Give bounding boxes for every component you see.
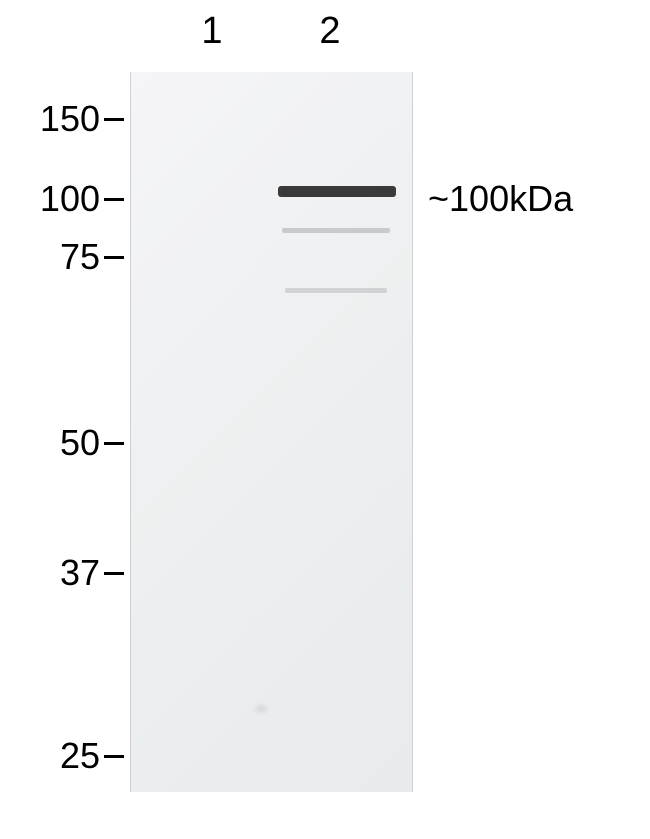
mw-tick-37	[104, 572, 124, 575]
faint-band-1	[282, 228, 390, 233]
lane-label-1: 1	[198, 10, 226, 53]
protein-band-lane2	[278, 186, 396, 197]
mw-tick-50	[104, 442, 124, 445]
western-blot-figure: 1 2 150 100 75 50 37 25 ~100kDa	[0, 0, 650, 839]
mw-tick-150	[104, 118, 124, 121]
blot-membrane	[130, 72, 413, 792]
mw-tick-75	[104, 256, 124, 259]
mw-label-100: 100	[30, 178, 100, 220]
mw-label-37: 37	[50, 552, 100, 594]
membrane-artifact	[252, 702, 270, 716]
mw-label-150: 150	[30, 98, 100, 140]
faint-band-2	[285, 288, 387, 293]
band-size-annotation: ~100kDa	[428, 178, 573, 220]
mw-label-50: 50	[50, 422, 100, 464]
lane-label-2: 2	[316, 10, 344, 53]
mw-label-75: 75	[50, 236, 100, 278]
mw-tick-25	[104, 755, 124, 758]
mw-tick-100	[104, 198, 124, 201]
mw-label-25: 25	[50, 735, 100, 777]
